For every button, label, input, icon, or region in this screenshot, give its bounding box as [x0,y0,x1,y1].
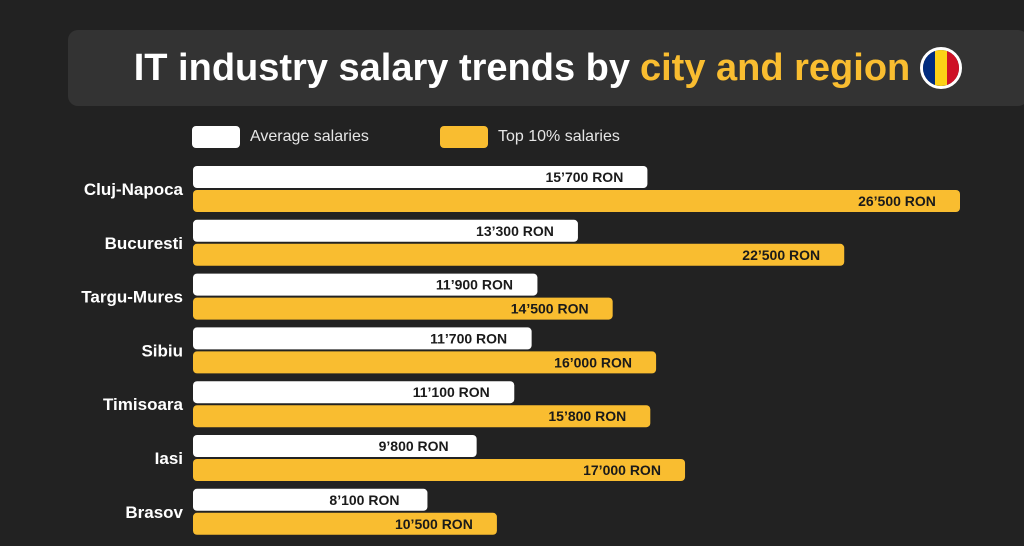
legend-label-average: Average salaries [250,128,369,145]
top10-bar-cluj-napoca [193,190,960,212]
average-value-label-bucuresti: 13’300 RON [476,223,554,239]
average-bar-timisoara [193,381,515,404]
top10-bar-iasi [193,459,686,481]
average-bar-targu-mures [193,273,538,296]
top10-bar-timisoara [193,405,651,428]
title-main: IT industry salary trends by [133,46,630,89]
title-bar: IT industry salary trends by city and re… [68,30,1024,106]
average-value-label-brasov: 8’100 RON [329,492,399,508]
top10-value-label-brasov: 10’500 RON [395,516,473,532]
legend-item-average: Average salaries [192,126,369,148]
top10-value-label-bucuresti: 22’500 RON [742,247,820,263]
legend-label-top10: Top 10% salaries [498,128,620,145]
top10-bar-sibiu [193,351,657,374]
average-bar-iasi [193,435,477,457]
category-label-sibiu: Sibiu [141,341,183,360]
legend-item-top10: Top 10% salaries [440,126,620,148]
average-value-label-sibiu: 11’700 RON [430,330,507,346]
category-label-brasov: Brasov [125,503,183,522]
average-bar-bucuresti [193,219,578,242]
category-label-bucuresti: Bucuresti [105,234,183,253]
average-value-label-targu-mures: 11’900 RON [436,277,513,293]
title-highlight: city and region [639,46,911,89]
average-bar-cluj-napoca [193,166,648,188]
flag-stripe-yellow [935,50,948,86]
average-value-label-timisoara: 11’100 RON [413,384,490,400]
top10-bar-brasov [193,512,497,535]
category-label-iasi: Iasi [155,449,183,468]
average-bar-brasov [193,488,428,511]
top10-value-label-timisoara: 15’800 RON [548,408,626,424]
top10-bar-bucuresti [193,243,845,266]
romania-flag-icon [920,47,963,89]
legend-swatch-average [192,126,240,148]
top10-bar-targu-mures [193,297,613,320]
average-value-label-iasi: 9’800 RON [379,438,449,454]
top10-value-label-cluj-napoca: 26’500 RON [858,193,936,209]
top10-value-label-sibiu: 16’000 RON [554,354,632,370]
category-label-timisoara: Timisoara [103,395,184,414]
category-label-targu-mures: Targu-Mures [81,288,183,307]
average-value-label-cluj-napoca: 15’700 RON [545,169,623,185]
chart-title: IT industry salary trends by city and re… [68,30,1024,106]
category-label-cluj-napoca: Cluj-Napoca [84,180,184,199]
flag-stripe-red [947,50,960,86]
top10-value-label-targu-mures: 14’500 RON [511,301,589,317]
top10-value-label-iasi: 17’000 RON [583,462,661,478]
flag-stripe-blue [923,50,936,86]
average-bar-sibiu [193,327,532,350]
legend-swatch-top10 [440,126,488,148]
